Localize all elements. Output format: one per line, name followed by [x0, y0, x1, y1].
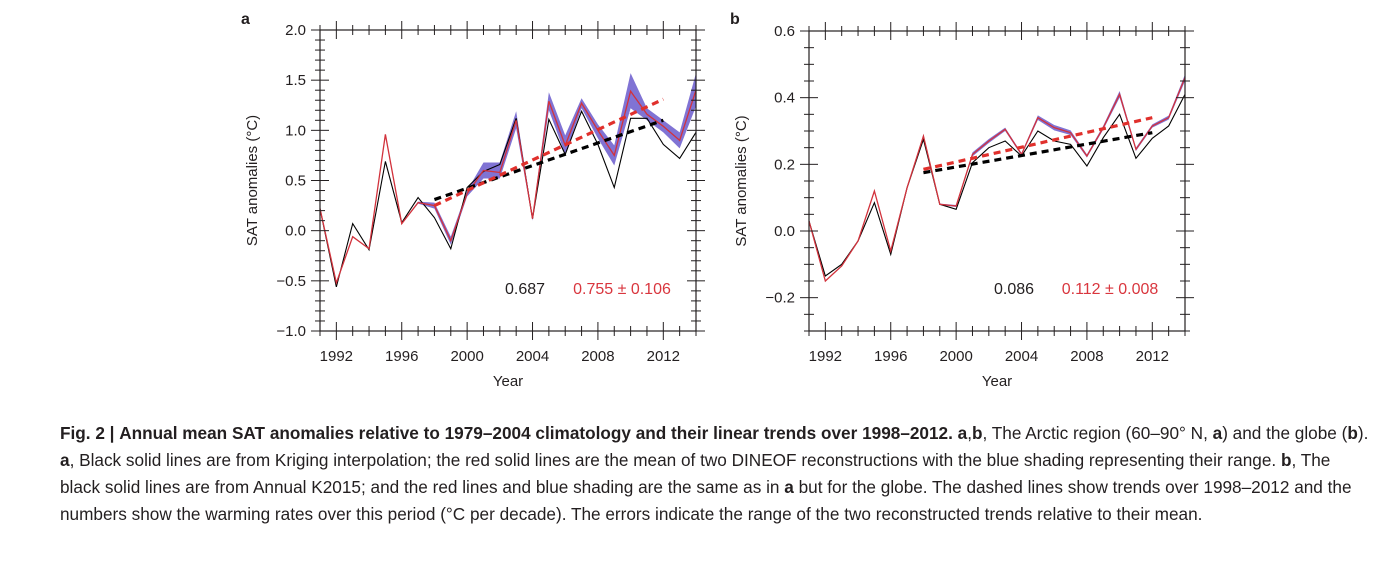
- caption-label: Fig. 2 |: [60, 423, 115, 443]
- y-tick-label: 1.5: [285, 72, 306, 89]
- caption-bold-ref: a: [784, 477, 794, 497]
- y-tick-label: 0.6: [774, 23, 795, 40]
- y-tick-label: 1.0: [285, 122, 306, 139]
- figure-caption: Fig. 2 | Annual mean SAT anomalies relat…: [60, 420, 1370, 528]
- caption-text: but for the globe. The dashed lines show…: [60, 477, 1352, 524]
- trend-value-observed: 0.086: [994, 281, 1034, 298]
- y-axis-title: SAT anomalies (°C): [733, 115, 750, 246]
- caption-text: ,: [967, 423, 973, 443]
- caption-text: ) and the globe (: [1222, 423, 1348, 443]
- x-axis-title: Year: [982, 373, 1012, 390]
- y-tick-label: 0.0: [285, 223, 306, 240]
- trend-value-reconstruction: 0.112 ± 0.008: [1062, 281, 1159, 298]
- caption-title: Annual mean SAT anomalies relative to 19…: [119, 423, 953, 443]
- trend-line-red: [923, 116, 1153, 171]
- caption-body: a,b, The Arctic region (60–90° N, a) and…: [60, 423, 1368, 524]
- x-tick-label: 2008: [581, 348, 614, 365]
- x-tick-label: 1992: [320, 348, 353, 365]
- series-line-observed: [808, 94, 1186, 277]
- caption-bold-ref: a: [952, 423, 968, 443]
- trend-value-observed: 0.687: [505, 281, 545, 298]
- trend-line-black: [433, 118, 664, 202]
- y-axis-title: SAT anomalies (°C): [244, 115, 261, 246]
- x-axis-title: Year: [493, 373, 523, 390]
- x-tick-label: 2012: [647, 348, 680, 365]
- y-tick-label: −0.5: [276, 273, 306, 290]
- trend-line-black: [923, 131, 1153, 175]
- x-tick-label: 2008: [1070, 348, 1103, 365]
- series-line-observed: [319, 109, 697, 287]
- y-tick-label: 0.5: [285, 173, 306, 190]
- x-tick-label: 2012: [1136, 348, 1169, 365]
- caption-bold-ref: b: [1280, 450, 1292, 470]
- y-tick-label: 0.4: [774, 90, 795, 107]
- y-tick-label: 2.0: [285, 22, 306, 39]
- caption-text: ).: [1357, 423, 1369, 443]
- caption-bold-ref: a: [1212, 423, 1223, 443]
- y-tick-label: 0.0: [774, 223, 795, 240]
- x-tick-label: 2000: [939, 348, 972, 365]
- panel-letter: a: [241, 11, 250, 28]
- caption-bold-ref: b: [1347, 423, 1358, 443]
- x-tick-label: 1992: [809, 348, 842, 365]
- caption-text: , Black solid lines are from Kriging int…: [69, 450, 1281, 470]
- x-tick-label: 1996: [874, 348, 907, 365]
- caption-text: , The Arctic region (60–90° N,: [982, 423, 1213, 443]
- panel-b: 1992 1996 2000 2004 2008 2012 −0.2 0.0 0.2 0.4 0.6…: [730, 11, 1194, 390]
- trend-line-red: [433, 97, 664, 208]
- figure-canvas: 1992 1996 2000 2004 2008 2012 −1.0 −0.5 0.0 0.5 1.…: [241, 11, 1194, 390]
- x-tick-label: 2004: [1005, 348, 1038, 365]
- y-tick-label: 0.2: [774, 156, 795, 173]
- y-tick-label: −1.0: [276, 323, 306, 340]
- x-tick-label: 1996: [385, 348, 418, 365]
- trend-value-reconstruction: 0.755 ± 0.106: [573, 281, 671, 298]
- y-tick-label: −0.2: [765, 290, 795, 307]
- caption-bold-ref: b: [972, 423, 983, 443]
- range-band: [809, 74, 1185, 281]
- panel-letter: b: [730, 11, 740, 28]
- series-line-reconstruction: [319, 89, 697, 286]
- series-line-reconstruction: [808, 77, 1186, 283]
- caption-bold-ref: a: [60, 450, 70, 470]
- caption-text: , The black solid lines are from Annual …: [60, 450, 1331, 497]
- panel-a: 1992 1996 2000 2004 2008 2012 −1.0 −0.5 0.0 0.5 1.…: [241, 11, 705, 390]
- x-tick-label: 2004: [516, 348, 549, 365]
- x-tick-label: 2000: [450, 348, 483, 365]
